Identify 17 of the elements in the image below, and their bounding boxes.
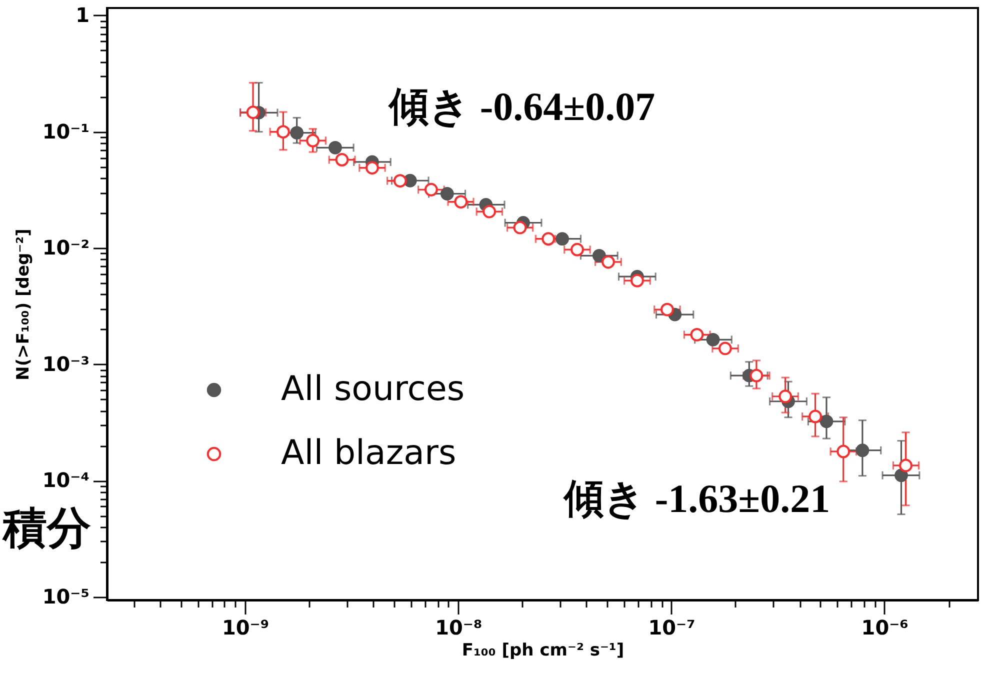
y-tick-label: 10⁻⁵ bbox=[42, 584, 90, 608]
x-tick-label: 10⁻⁶ bbox=[861, 616, 908, 640]
y-tick-label: 10⁻¹ bbox=[42, 119, 90, 144]
x-tick-label: 10⁻⁷ bbox=[648, 616, 696, 640]
y-tick-label: 1 bbox=[76, 2, 90, 27]
x-axis-title: F₁₀₀ [ph cm⁻² s⁻¹] bbox=[462, 640, 624, 660]
text: 積分 bbox=[2, 504, 91, 553]
y-tick-label: 10⁻³ bbox=[42, 352, 90, 376]
legend-label: All blazars bbox=[281, 433, 456, 473]
annotation: 傾き -1.63±0.21 bbox=[562, 476, 830, 521]
y-axis-title: N(>F₁₀₀) [deg⁻²] bbox=[13, 228, 34, 380]
y-tick-label: 10⁻⁴ bbox=[42, 468, 90, 492]
x-tick-label: 10⁻⁹ bbox=[222, 616, 270, 640]
annotation: 傾き -0.64±0.07 bbox=[386, 84, 656, 129]
y-tick-label: 10⁻² bbox=[42, 236, 90, 260]
x-tick-label: 10⁻⁸ bbox=[435, 616, 482, 640]
legend-label: All sources bbox=[281, 369, 465, 409]
